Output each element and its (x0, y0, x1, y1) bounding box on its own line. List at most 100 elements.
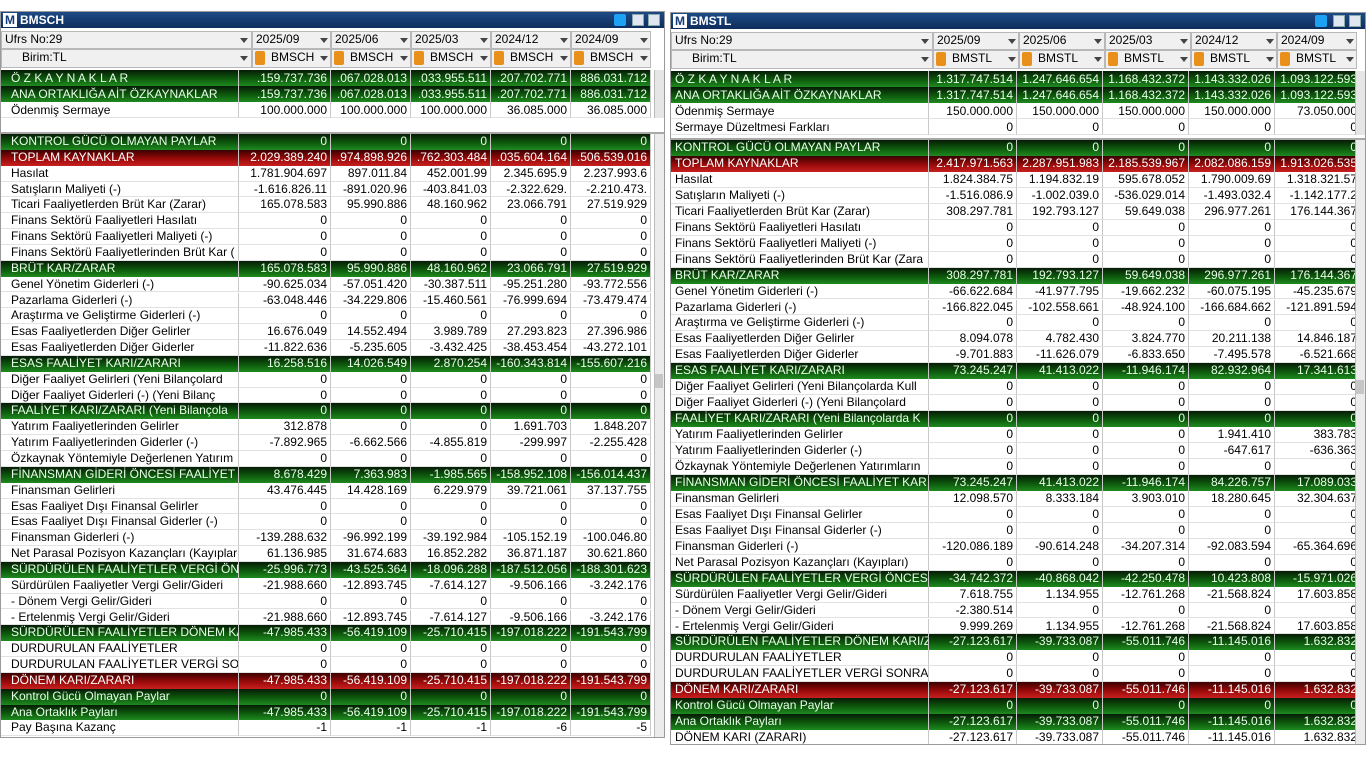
restore-button[interactable] (632, 14, 644, 26)
row-label: ESAS FAALİYET KARI/ZARARI (1, 355, 239, 372)
birim-dropdown[interactable]: Birim:TL (671, 50, 933, 69)
row-value: 192.793.127 (1017, 203, 1103, 220)
row-value: 0 (1189, 554, 1275, 571)
row-value: 17.603.858 (1275, 586, 1361, 603)
close-button[interactable] (648, 14, 660, 26)
period-dropdown[interactable]: 2025/03 (1105, 32, 1191, 50)
period-dropdown[interactable]: 2025/03 (411, 31, 491, 49)
row-value: 0 (1103, 650, 1189, 667)
symbol-dropdown[interactable]: BMSCH (491, 49, 571, 68)
row-value: 27.519.929 (571, 197, 651, 214)
scroll-thumb[interactable] (1356, 380, 1364, 394)
row-label: ANA ORTAKLIĞA AİT ÖZKAYNAKLAR (1, 86, 239, 102)
row-value: 2.082.086.159 (1189, 155, 1275, 172)
row-value: -891.020.96 (331, 181, 411, 198)
dropdown-arrow (400, 56, 408, 61)
row-value: -158.952.108 (491, 466, 571, 483)
row-value: 1.691.703 (491, 419, 571, 436)
period-dropdown[interactable]: 2025/09 (933, 32, 1019, 50)
row-value: 0 (491, 134, 571, 150)
row-value: 0 (239, 514, 331, 531)
window-title: BMSCH (20, 13, 64, 27)
twitter-button[interactable] (1315, 15, 1327, 27)
row-value: 0 (571, 688, 651, 705)
period-dropdown[interactable]: 2025/06 (1019, 32, 1105, 50)
row-value: 312.878 (239, 419, 331, 436)
row-value: 14.552.494 (331, 324, 411, 341)
symbol-dropdown[interactable]: BMSCH (331, 49, 411, 68)
row-value: -121.891.594 (1275, 299, 1361, 316)
row-value: 383.783 (1275, 427, 1361, 444)
row-label: BRÜT KAR/ZARAR (1, 260, 239, 277)
symbol-dropdown[interactable]: BMSTL (1191, 50, 1277, 69)
row-value: 0 (1103, 235, 1189, 252)
ufrs-dropdown[interactable]: Ufrs No:29 (1, 31, 252, 49)
row-value: 0 (331, 419, 411, 436)
row-value: 0 (929, 140, 1017, 156)
main-scrollbar[interactable] (654, 134, 664, 737)
row-value: 95.990.886 (331, 260, 411, 277)
row-value: 0 (1189, 119, 1275, 135)
row-value: 1.247.646.654 (1017, 71, 1103, 87)
row-value: -96.992.199 (331, 530, 411, 547)
period-dropdown[interactable]: 2024/12 (1191, 32, 1277, 50)
row-value: 0 (491, 657, 571, 673)
symbol-dropdown[interactable]: BMSTL (933, 50, 1019, 69)
info-icon (1108, 52, 1118, 66)
row-value: 0 (1017, 522, 1103, 539)
row-value: -636.363 (1275, 443, 1361, 459)
scroll-thumb[interactable] (655, 374, 663, 388)
symbol-dropdown[interactable]: BMSCH (252, 49, 331, 68)
period-dropdown[interactable]: 2024/12 (491, 31, 571, 49)
row-value: -55.011.746 (1103, 714, 1189, 731)
row-value: 100.000.000 (331, 102, 411, 118)
row-value: -5.235.605 (331, 340, 411, 356)
row-value: 0 (929, 219, 1017, 236)
row-value: 0 (411, 371, 491, 388)
row-value: 8.094.078 (929, 331, 1017, 348)
symbol-dropdown[interactable]: BMSTL (1019, 50, 1105, 69)
twitter-button[interactable] (614, 14, 626, 26)
row-label: Sürdürülen Faaliyetler Vergi Gelir/Gider… (671, 586, 929, 603)
row-value: -12.761.268 (1103, 618, 1189, 635)
row-value: -197.018.222 (491, 704, 571, 721)
symbol-dropdown[interactable]: BMSTL (1277, 50, 1357, 69)
row-value: 0 (411, 688, 491, 705)
row-value: 14.428.169 (331, 482, 411, 499)
symbol-dropdown[interactable]: BMSCH (571, 49, 651, 68)
top-scrollbar[interactable] (654, 70, 664, 118)
birim-dropdown[interactable]: Birim:TL (1, 49, 252, 68)
row-value: -63.048.446 (239, 292, 331, 309)
ufrs-dropdown[interactable]: Ufrs No:29 (671, 32, 933, 50)
period-dropdown[interactable]: 2024/09 (1277, 32, 1357, 50)
row-value: 0 (411, 308, 491, 325)
title-bar: M BMSTL (671, 13, 1365, 29)
row-label: KONTROL GÜCÜ OLMAYAN PAYLAR (671, 140, 929, 156)
restore-button[interactable] (1333, 15, 1345, 27)
period-dropdown[interactable]: 2025/09 (252, 31, 331, 49)
symbol-dropdown[interactable]: BMSTL (1105, 50, 1191, 69)
top-scrollbar[interactable] (1355, 71, 1365, 135)
row-value: -48.924.100 (1103, 299, 1189, 316)
main-scrollbar[interactable] (1355, 140, 1365, 744)
close-button[interactable] (1349, 15, 1361, 27)
row-value: -120.086.189 (929, 538, 1017, 555)
row-label: - Dönem Vergi Gelir/Gideri (1, 593, 239, 610)
row-value: 0 (1275, 140, 1361, 156)
dropdown-arrow (640, 56, 648, 61)
row-value: -27.123.617 (929, 682, 1017, 699)
row-value: 16.676.049 (239, 324, 331, 341)
row-value: 0 (571, 593, 651, 610)
row-value: 1.143.332.026 (1189, 87, 1275, 103)
row-value: 0 (571, 451, 651, 467)
dropdown-arrow (560, 56, 568, 61)
period-dropdown[interactable]: 2025/06 (331, 31, 411, 49)
row-value: .159.737.736 (239, 70, 331, 86)
row-value: -1 (331, 720, 411, 737)
info-icon (574, 51, 584, 65)
row-value: 308.297.781 (929, 203, 1017, 220)
period-dropdown[interactable]: 2024/09 (571, 31, 651, 49)
symbol-dropdown[interactable]: BMSCH (411, 49, 491, 68)
row-value: -166.822.045 (929, 299, 1017, 316)
dropdown-arrow (320, 56, 328, 61)
